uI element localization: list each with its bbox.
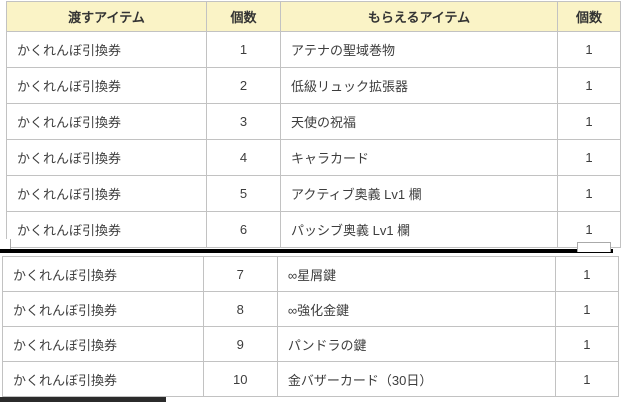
give-item-cell: かくれんぼ引換券	[2, 256, 204, 292]
receive-item-cell: キャラカード	[280, 139, 558, 176]
table-row: かくれんぼ引換券 7 ∞星屑鍵 1	[2, 256, 620, 292]
exchange-table-top: 渡すアイテム 個数 もらえるアイテム 個数 かくれんぼ引換券 1 アテナの聖域巻物 1…	[6, 1, 621, 248]
give-item-cell: かくれんぼ引換券	[6, 211, 207, 248]
table-row: かくれんぼ引換券 10 金バザーカード（30日） 1	[2, 361, 620, 397]
seam-left-artifact	[0, 239, 11, 249]
exchange-table-bottom: かくれんぼ引換券 7 ∞星屑鍵 1 かくれんぼ引換券 8 ∞強化金鍵 1 かくれんぼ引換券 9 パン…	[2, 256, 620, 397]
table-row: かくれんぼ引換券 9 パンドラの鍵 1	[2, 326, 620, 362]
give-item-cell: かくれんぼ引換券	[2, 291, 204, 327]
give-qty-cell: 6	[206, 211, 281, 248]
bottom-edge-artifact	[0, 397, 166, 402]
give-qty-cell: 4	[206, 139, 281, 176]
table-row: かくれんぼ引換券 8 ∞強化金鍵 1	[2, 291, 620, 327]
header-receive-item: もらえるアイテム	[280, 1, 558, 32]
give-item-cell: かくれんぼ引換券	[6, 103, 207, 140]
give-item-cell: かくれんぼ引換券	[2, 361, 204, 397]
give-qty-cell: 3	[206, 103, 281, 140]
receive-qty-cell: 1	[554, 326, 620, 362]
receive-item-cell: アテナの聖域巻物	[280, 31, 558, 68]
screenshot-seam-divider	[0, 249, 613, 253]
receive-qty-cell: 1	[554, 291, 620, 327]
receive-qty-cell: 1	[557, 67, 621, 104]
give-qty-cell: 2	[206, 67, 281, 104]
receive-item-cell: パンドラの鍵	[276, 326, 556, 362]
receive-item-cell: 天使の祝福	[280, 103, 558, 140]
receive-qty-cell: 1	[554, 256, 620, 292]
receive-item-cell: ∞星屑鍵	[276, 256, 556, 292]
receive-qty-cell: 1	[554, 361, 620, 397]
give-qty-cell: 10	[202, 361, 278, 397]
give-qty-cell: 8	[202, 291, 278, 327]
receive-qty-cell: 1	[557, 103, 621, 140]
give-qty-cell: 5	[206, 175, 281, 212]
table-row: かくれんぼ引換券 3 天使の祝福 1	[6, 103, 621, 140]
receive-qty-cell: 1	[557, 175, 621, 212]
give-item-cell: かくれんぼ引換券	[6, 139, 207, 176]
seam-right-artifact	[577, 242, 611, 252]
give-item-cell: かくれんぼ引換券	[6, 67, 207, 104]
give-item-cell: かくれんぼ引換券	[2, 326, 204, 362]
table-row: かくれんぼ引換券 2 低級リュック拡張器 1	[6, 67, 621, 104]
receive-item-cell: パッシブ奥義 Lv1 欄	[280, 211, 558, 248]
receive-item-cell: ∞強化金鍵	[276, 291, 556, 327]
header-give-qty: 個数	[206, 1, 281, 32]
receive-qty-cell: 1	[557, 139, 621, 176]
give-qty-cell: 1	[206, 31, 281, 68]
give-qty-cell: 9	[202, 326, 278, 362]
header-row: 渡すアイテム 個数 もらえるアイテム 個数	[6, 1, 621, 32]
receive-item-cell: アクティブ奥義 Lv1 欄	[280, 175, 558, 212]
table-row: かくれんぼ引換券 4 キャラカード 1	[6, 139, 621, 176]
receive-qty-cell: 1	[557, 211, 621, 248]
receive-qty-cell: 1	[557, 31, 621, 68]
receive-item-cell: 金バザーカード（30日）	[276, 361, 556, 397]
give-item-cell: かくれんぼ引換券	[6, 175, 207, 212]
header-receive-qty: 個数	[557, 1, 621, 32]
table-row: かくれんぼ引換券 1 アテナの聖域巻物 1	[6, 31, 621, 68]
give-qty-cell: 7	[202, 256, 278, 292]
receive-item-cell: 低級リュック拡張器	[280, 67, 558, 104]
header-give-item: 渡すアイテム	[6, 1, 207, 32]
give-item-cell: かくれんぼ引換券	[6, 31, 207, 68]
